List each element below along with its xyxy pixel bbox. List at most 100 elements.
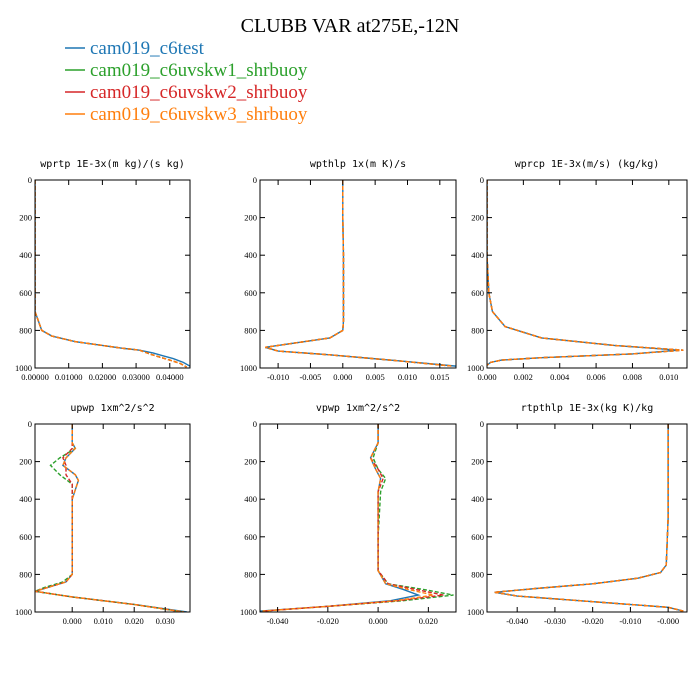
x-tick-label: 0.000 (477, 372, 496, 382)
x-tick-label: -0.030 (544, 616, 566, 626)
panel-title: wprtp 1E-3x(m kg)/(s kg) (40, 159, 185, 170)
legend-label-cam019-c6uvskw1: cam019_c6uvskw1_shrbuoy (90, 60, 308, 81)
panel-2: wpthlp 1x(m K)/s 0 200 400 600 800 1000 -0.010-… (240, 159, 457, 382)
series-line-cam019-c6test (494, 424, 684, 612)
y-tick-label: 400 (244, 494, 257, 504)
series-line-cam019-c6uvskw3-shrbuoy (262, 424, 434, 612)
x-tick-label: -0.010 (619, 616, 641, 626)
legend-label-cam019-c6uvskw2: cam019_c6uvskw2_shrbuoy (90, 82, 308, 103)
x-tick-label: 0.010 (659, 372, 678, 382)
series-line-cam019-c6uvskw1-shrbuoy (264, 180, 453, 367)
plot-frame (486, 423, 688, 613)
series-line-cam019-c6test (35, 180, 190, 367)
y-tick-label: 400 (244, 250, 257, 260)
y-tick-label: 1000 (240, 363, 257, 373)
y-tick-label: 0 (253, 419, 257, 429)
x-tick-label: 0.002 (514, 372, 533, 382)
x-tick-label: 0.006 (587, 372, 606, 382)
plot-frame (259, 423, 457, 613)
x-tick-label: 0.00000 (21, 372, 49, 382)
y-tick-label: 200 (244, 457, 257, 467)
panel-5: vpwp 1xm^2/s^2 0 200 400 600 800 1000 -0.040 -0.… (240, 403, 457, 626)
x-tick-label: 0.000 (333, 372, 352, 382)
y-tick-label: 800 (471, 325, 484, 335)
y-tick-label: 400 (19, 494, 32, 504)
series-group (487, 180, 684, 366)
panel-1: wprtp 1E-3x(m kg)/(s kg) 0 200 400 600 800 100… (15, 159, 191, 382)
series-group (35, 180, 190, 368)
y-tick-label: 1000 (240, 607, 257, 617)
x-tick-label: -0.010 (267, 372, 289, 382)
x-tick-label: 0.030 (156, 616, 175, 626)
y-tick-label: 200 (471, 213, 484, 223)
y-tick-label: 800 (471, 569, 484, 579)
x-tick-label: -0.020 (317, 616, 339, 626)
x-tick-label: 0.01000 (55, 372, 83, 382)
figure-title: CLUBB VAR at275E,-12N (241, 15, 460, 37)
y-tick-label: 0 (253, 175, 257, 185)
x-tick-label: 0.000 (63, 616, 82, 626)
x-tick-label: 0.000 (369, 616, 388, 626)
panels: wprtp 1E-3x(m kg)/(s kg) 0 200 400 600 800 100… (15, 159, 688, 626)
y-tick-label: 400 (471, 250, 484, 260)
x-tick-label: -0.005 (299, 372, 321, 382)
x-tick-label: 0.03000 (122, 372, 150, 382)
panel-title: wpthlp 1x(m K)/s (310, 159, 406, 170)
x-tick-label: -0.000 (657, 616, 679, 626)
x-tick-label: 0.020 (125, 616, 144, 626)
series-line-cam019-c6uvskw3-shrbuoy (35, 180, 187, 368)
series-line-cam019-c6uvskw2-shrbuoy (264, 180, 453, 367)
x-tick-label: 0.020 (419, 616, 438, 626)
panel-title: rtpthlp 1E-3x(kg K)/kg (521, 403, 653, 414)
y-tick-label: 0 (480, 419, 484, 429)
y-tick-label: 400 (19, 250, 32, 260)
y-tick-label: 1000 (15, 607, 32, 617)
y-tick-label: 800 (19, 325, 32, 335)
series-line-cam019-c6uvskw1-shrbuoy (35, 180, 187, 368)
y-tick-label: 600 (19, 532, 32, 542)
y-tick-label: 800 (244, 325, 257, 335)
x-tick-label: -0.040 (506, 616, 528, 626)
x-tick-label: 0.010 (94, 616, 113, 626)
y-tick-label: 0 (480, 175, 484, 185)
series-line-cam019-c6uvskw2-shrbuoy (487, 180, 684, 366)
legend: cam019_c6test cam019_c6uvskw1_shrbuoy ca… (65, 38, 308, 125)
series-line-cam019-c6uvskw1-shrbuoy (262, 424, 454, 612)
series-line-cam019-c6test (264, 180, 456, 367)
series-line-cam019-c6uvskw2-shrbuoy (262, 424, 444, 612)
series-line-cam019-c6uvskw1-shrbuoy (487, 180, 684, 366)
series-group (35, 424, 187, 612)
series-line-cam019-c6test (260, 424, 421, 612)
y-tick-label: 400 (471, 494, 484, 504)
y-tick-label: 800 (244, 569, 257, 579)
x-tick-label: 0.02000 (89, 372, 117, 382)
plot-frame (34, 423, 191, 613)
plot-frame (259, 179, 457, 369)
y-tick-label: 200 (244, 213, 257, 223)
y-tick-label: 200 (19, 213, 32, 223)
x-tick-label: 0.008 (623, 372, 642, 382)
y-tick-label: 200 (471, 457, 484, 467)
legend-label-cam019-c6test: cam019_c6test (90, 38, 205, 59)
series-line-cam019-c6uvskw1-shrbuoy (494, 424, 684, 612)
y-tick-label: 800 (19, 569, 32, 579)
series-line-cam019-c6uvskw2-shrbuoy (35, 180, 187, 368)
panel-3: wprcp 1E-3x(m/s) (kg/kg) 0 200 400 600 800 100… (467, 159, 688, 382)
series-line-cam019-c6uvskw2-shrbuoy (494, 424, 684, 612)
legend-label-cam019-c6uvskw3: cam019_c6uvskw3_shrbuoy (90, 104, 308, 125)
x-tick-label: 0.015 (430, 372, 449, 382)
y-tick-label: 0 (28, 175, 32, 185)
series-line-cam019-c6uvskw3-shrbuoy (494, 424, 684, 612)
x-tick-label: 0.004 (550, 372, 570, 382)
y-tick-label: 1000 (467, 363, 484, 373)
y-tick-label: 600 (19, 288, 32, 298)
series-group (494, 424, 684, 612)
y-tick-label: 1000 (15, 363, 32, 373)
series-line-cam019-c6uvskw1-shrbuoy (35, 424, 184, 612)
x-tick-label: 0.010 (398, 372, 417, 382)
panel-4: upwp 1xm^2/s^2 0 200 400 600 800 1000 0.000 0.01… (15, 403, 191, 626)
x-tick-label: -0.020 (582, 616, 604, 626)
panel-6: rtpthlp 1E-3x(kg K)/kg 0 200 400 600 800 1000 -… (467, 403, 688, 626)
series-line-cam019-c6uvskw3-shrbuoy (264, 180, 453, 367)
panel-title: vpwp 1xm^2/s^2 (316, 403, 400, 414)
